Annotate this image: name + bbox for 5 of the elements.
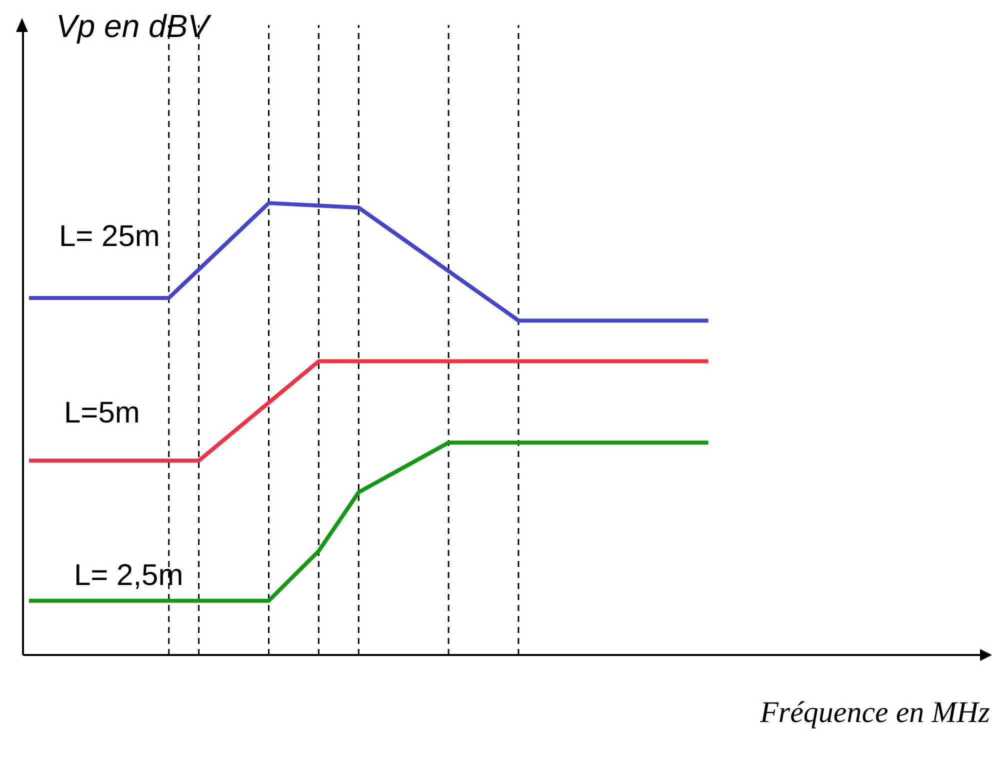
series-label: L= 25m [58,220,160,253]
series-label: L= 2,5m [74,558,184,592]
y-axis-title: Vp en dBV [56,8,209,45]
x-axis-title: Fréquence en MHz [760,696,990,730]
series-label: L=5m [64,396,140,430]
